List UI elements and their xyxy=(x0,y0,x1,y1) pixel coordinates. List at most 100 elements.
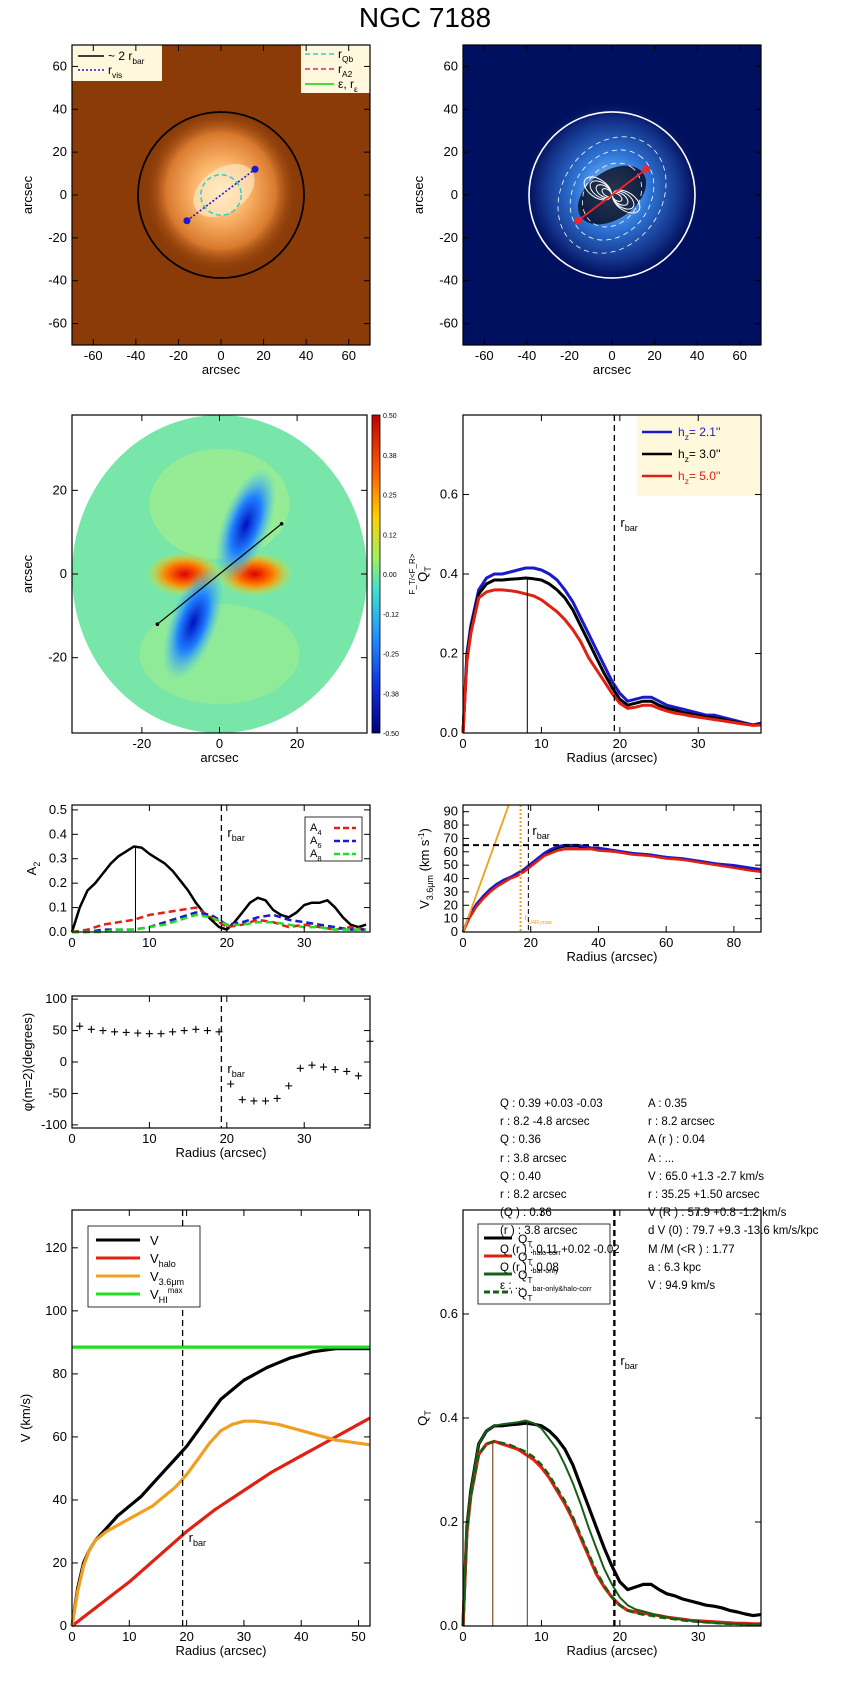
y-tick-label: 120 xyxy=(45,1240,67,1255)
series-v-halo xyxy=(71,1416,371,1628)
legend-right-box xyxy=(301,45,370,93)
y-tick-label: 50 xyxy=(53,1023,67,1038)
y-tick-label: 0.4 xyxy=(49,826,67,841)
legend-label: A4 xyxy=(310,822,322,837)
image-area xyxy=(463,45,761,345)
legend-label: V3.6μm xyxy=(150,1269,184,1287)
x-tick-label: 0 xyxy=(68,1629,75,1644)
x-axis-label: arcsec xyxy=(200,750,239,765)
x-tick-label: 20 xyxy=(613,736,627,751)
bar-end-marker xyxy=(183,217,191,225)
plot-frame xyxy=(71,1209,371,1627)
series-h-2-1- xyxy=(461,566,762,734)
y-axis-label: QT xyxy=(415,1410,433,1426)
legend-label: QTbar-only&halo-corr xyxy=(518,1284,592,1303)
phase-point xyxy=(308,1061,316,1069)
figure-title: NGC 7188 xyxy=(358,2,492,33)
x-tick-label: 10 xyxy=(534,1629,548,1644)
y-tick-label: -60 xyxy=(439,316,458,331)
y-tick-label: 20 xyxy=(53,144,67,159)
y-tick-label: 0.1 xyxy=(49,900,67,915)
x-axis-label: Radius (arcsec) xyxy=(566,949,657,964)
x-tick-label: 0 xyxy=(459,736,466,751)
rbar-label: rbar xyxy=(532,823,550,841)
x-tick-label: 20 xyxy=(220,1131,234,1146)
parameter-row: (r ) : 3.8 arcsec xyxy=(500,1225,578,1238)
parameter-row: Q (r ) : 0.08 xyxy=(500,1261,559,1274)
y-tick-label: 0 xyxy=(60,187,67,202)
heatmap-lobe-blue xyxy=(162,565,224,680)
phase-point xyxy=(331,1066,339,1074)
legend-box xyxy=(637,416,760,496)
y-tick-label: 0.5 xyxy=(49,802,67,817)
x-tick-label: -20 xyxy=(560,348,579,363)
y-tick-label: 80 xyxy=(444,817,458,832)
legend-label: V xyxy=(150,1233,159,1248)
y-tick-label: 70 xyxy=(444,830,458,845)
x-axis-label: Radius (arcsec) xyxy=(175,1643,266,1658)
x-axis-label: Radius (arcsec) xyxy=(566,1643,657,1658)
y-tick-label: 40 xyxy=(53,101,67,116)
colorbar-tick-label: -0.50 xyxy=(383,731,399,738)
series-h-5-0- xyxy=(461,588,762,734)
y-axis-label: arcsec xyxy=(20,554,35,593)
y-tick-label: -100 xyxy=(41,1117,67,1132)
legend-label-rvis: rvis xyxy=(108,63,122,80)
parameter-row: M /M (<R ) : 1.77 xyxy=(648,1243,735,1256)
y-tick-label: 0.4 xyxy=(440,566,458,581)
x-tick-label: 20 xyxy=(613,1629,627,1644)
y-tick-label: 100 xyxy=(45,1303,67,1318)
legend-label: A6 xyxy=(310,835,322,850)
y-tick-label: 0 xyxy=(60,566,67,581)
rbar-circle xyxy=(137,111,305,279)
bar-end-marker xyxy=(642,165,650,173)
x-tick-label: 60 xyxy=(341,348,355,363)
phase-point xyxy=(227,1080,235,1088)
x-tick-label: 40 xyxy=(299,348,313,363)
panel-p2: -60 -40 -20 0 20 40 60 -60 -40 -20 0 20 40 60 arcsec ar… xyxy=(411,44,762,377)
y-tick-label: -40 xyxy=(439,273,458,288)
colorbar-tick-label: -0.38 xyxy=(383,691,399,698)
parameter-column-right: A : 0.35 r : 8.2 arcsec A (r ) : 0.04 A : .… xyxy=(648,1095,818,1295)
parameter-row: V : 65.0 +1.3 -2.7 km/s xyxy=(648,1170,765,1183)
y-tick-label: 100 xyxy=(45,991,67,1006)
phase-point xyxy=(157,1030,165,1038)
x-tick-label: 30 xyxy=(691,1629,705,1644)
phase-point xyxy=(343,1067,351,1075)
phase-point xyxy=(145,1030,153,1038)
y-axis-label: QT xyxy=(415,566,433,582)
x-tick-label: 30 xyxy=(297,1131,311,1146)
colorbar-tick-label: 0.00 xyxy=(383,572,397,579)
legend-label: QT xyxy=(518,1232,532,1249)
parameter-row: V (R ) : 57.9 +0.8 -1.2 km/s xyxy=(648,1207,787,1220)
x-tick-label: -40 xyxy=(517,348,536,363)
legend-label: hz= 3.0'' xyxy=(678,447,720,464)
colorbar-tick-label: 0.12 xyxy=(383,532,397,539)
y-tick-label: 20 xyxy=(53,1555,67,1570)
y-tick-label: 60 xyxy=(53,58,67,73)
x-tick-label: 20 xyxy=(220,935,234,950)
y-tick-label: 80 xyxy=(53,1366,67,1381)
legend-label-rqb: rQb xyxy=(338,47,354,64)
x-tick-label: 20 xyxy=(256,348,270,363)
x-axis-label: arcsec xyxy=(593,362,632,377)
colorbar-tick-label: 0.38 xyxy=(383,453,397,460)
rbar-label: rbar xyxy=(620,1353,638,1371)
y-tick-label: 0 xyxy=(60,1618,67,1633)
y-axis-label: φ(m=2)(degrees) xyxy=(20,1013,35,1111)
x-tick-label: 60 xyxy=(732,348,746,363)
y-tick-label: 0.0 xyxy=(49,924,67,939)
legend-label: Vhalo xyxy=(150,1251,176,1269)
y-tick-label: 30 xyxy=(444,884,458,899)
y-tick-label: -40 xyxy=(48,273,67,288)
rbar-label: rbar xyxy=(227,1061,245,1079)
rbar-label: rbar xyxy=(227,825,245,843)
legend-label: QTbar-only xyxy=(518,1266,559,1285)
series-v xyxy=(70,1347,370,1627)
panel-p7: rbar 0 10 20 30 -100 -50 0 50 100 Radius (arcsec) φ… xyxy=(20,991,374,1160)
y-tick-label: 0.4 xyxy=(440,1410,458,1425)
legend-label: hz= 5.0'' xyxy=(678,469,720,486)
parameter-row: A : ... xyxy=(648,1152,675,1165)
